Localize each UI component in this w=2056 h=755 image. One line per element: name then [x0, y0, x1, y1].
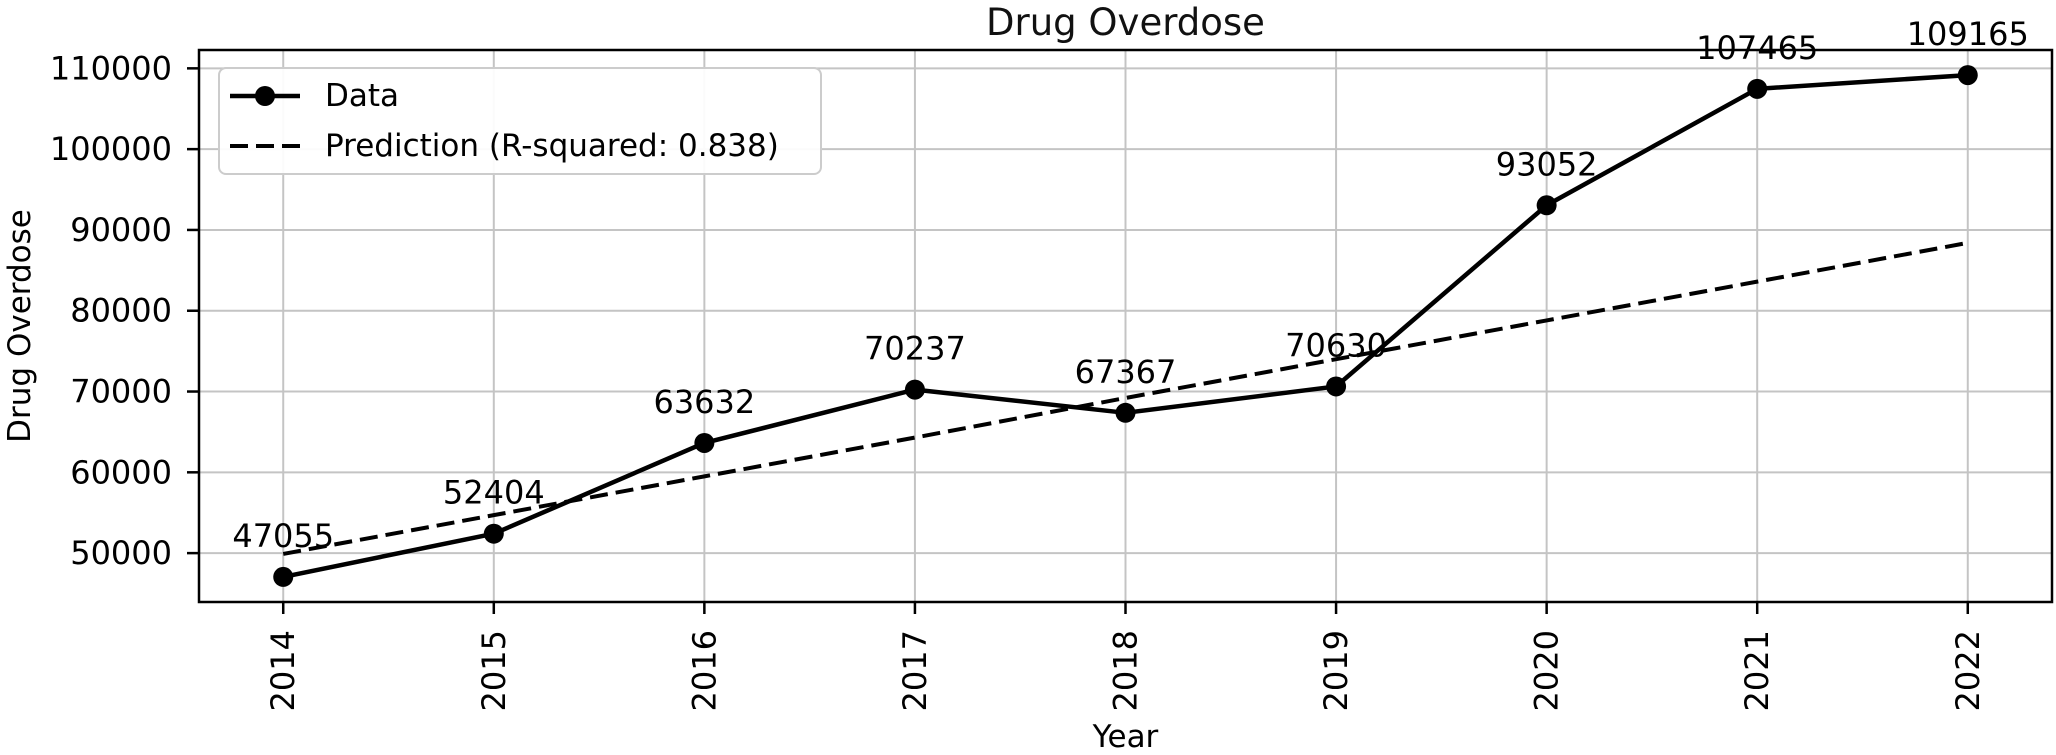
- y-tick-label: 100000: [50, 130, 172, 168]
- data-point: [1536, 195, 1557, 216]
- point-label: 109165: [1907, 15, 2029, 53]
- x-tick-label: 2020: [1528, 630, 1566, 711]
- point-label: 63632: [653, 383, 755, 421]
- data-point: [1747, 78, 1768, 99]
- data-point: [273, 566, 294, 587]
- data-line-sample-icon: [230, 86, 300, 106]
- x-tick-label: 2022: [1949, 630, 1987, 711]
- y-tick-label: 70000: [70, 373, 172, 411]
- data-point: [1326, 376, 1347, 397]
- x-tick-label: 2017: [896, 630, 934, 711]
- point-label: 70630: [1285, 326, 1387, 364]
- data-point: [694, 432, 715, 453]
- legend: Data Prediction (R-squared: 0.838): [218, 67, 822, 175]
- legend-label-prediction: Prediction (R-squared: 0.838): [325, 128, 779, 164]
- data-point: [1115, 402, 1136, 423]
- y-tick-label: 90000: [70, 211, 172, 249]
- x-tick-label: 2021: [1738, 630, 1776, 711]
- y-tick-label: 50000: [70, 534, 172, 572]
- point-label: 93052: [1496, 145, 1598, 183]
- chart-title: Drug Overdose: [986, 1, 1265, 44]
- legend-item-prediction: Prediction (R-squared: 0.838): [230, 121, 820, 171]
- x-tick-label: 2014: [264, 630, 302, 711]
- data-point: [904, 379, 925, 400]
- point-label: 70237: [864, 330, 966, 368]
- data-point: [483, 523, 504, 544]
- y-tick-label: 60000: [70, 453, 172, 491]
- x-tick-label: 2015: [475, 630, 513, 711]
- x-tick-label: 2019: [1317, 630, 1355, 711]
- y-tick-label: 80000: [70, 292, 172, 330]
- y-tick-label: 110000: [50, 49, 172, 87]
- data-point: [1957, 65, 1978, 86]
- x-tick-label: 2016: [685, 630, 723, 711]
- x-tick-label: 2018: [1107, 630, 1145, 711]
- x-axis-title: Year: [1092, 719, 1159, 755]
- point-label: 107465: [1696, 29, 1818, 67]
- point-label: 52404: [443, 474, 545, 512]
- prediction-line-sample-icon: [230, 144, 300, 148]
- legend-label-data: Data: [325, 78, 400, 114]
- legend-item-data: Data: [230, 71, 820, 121]
- point-label: 47055: [232, 517, 334, 555]
- point-label: 67367: [1075, 353, 1177, 391]
